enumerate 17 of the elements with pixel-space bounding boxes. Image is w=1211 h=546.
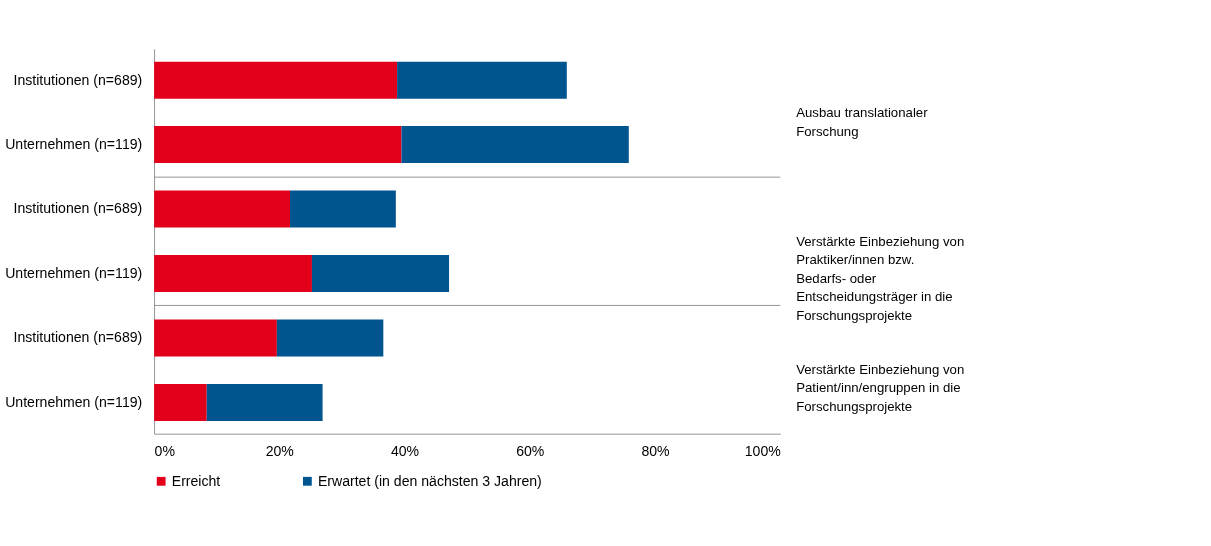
text: Ausbau translationaler Forschung [796, 105, 929, 139]
legend-label: Erreicht [171, 472, 221, 489]
y-tick-label: Unternehmen (n=119) [5, 136, 143, 152]
y-tick-label: Institutionen (n=689) [13, 71, 143, 88]
x-tick-label: 80% [641, 443, 671, 460]
y-tick-label: Unternehmen (n=119) [5, 393, 143, 410]
x-tick-label: 0% [154, 443, 176, 460]
x-tick-label: 40% [390, 443, 420, 460]
x-tick-label: 100% [744, 443, 782, 460]
y-tick-label: Unternehmen (n=119) [5, 264, 143, 281]
x-tick-label: 20% [265, 443, 295, 460]
x-tick-label: 60% [516, 443, 545, 460]
y-tick-label: Institutionen (n=689) [13, 329, 143, 346]
text: Verstärkte Einbeziehung von Praktiker/innen bzw. Bedarfs- oder Entscheidungsträger in die Forschungsprojekte [796, 233, 965, 323]
text: Verstärkte Einbeziehung von Patient/inn/engruppen in die Forschungsprojekte [796, 362, 965, 414]
y-tick-label: Institutionen (n=689) [13, 200, 143, 217]
legend-label: Erwartet (in den nächsten 3 Jahren) [317, 472, 542, 489]
